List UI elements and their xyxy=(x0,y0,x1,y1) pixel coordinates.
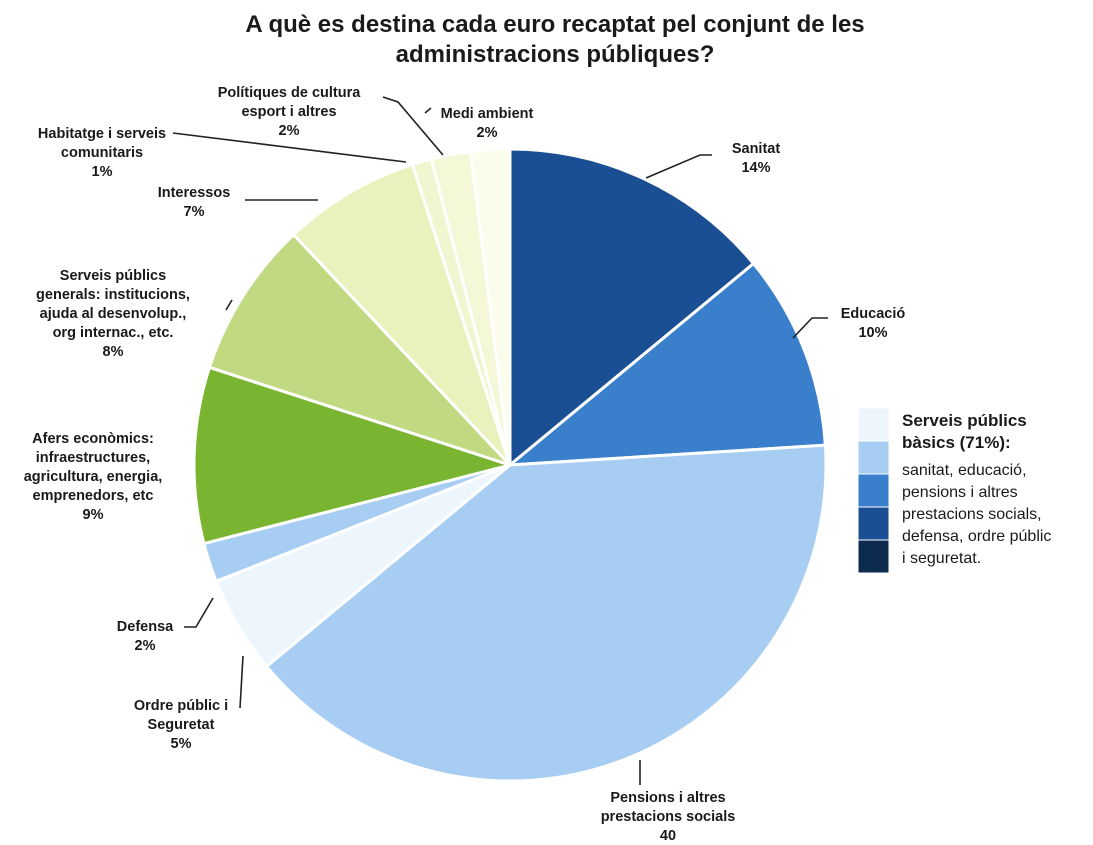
pie-slice-sanitat xyxy=(508,147,756,469)
legend-heading: Serveis públics xyxy=(902,411,1027,430)
leader-line-sanitat xyxy=(645,154,712,179)
slice-label-generals: org internac., etc. xyxy=(53,325,174,341)
slice-value-interessos: 7% xyxy=(184,204,205,220)
slice-label-generals: ajuda al desenvolup., xyxy=(40,306,187,322)
slice-value-afers: 9% xyxy=(83,507,104,523)
pie-slice-educacio xyxy=(505,261,827,467)
legend-swatch xyxy=(857,440,890,475)
slice-value-generals: 8% xyxy=(103,344,124,360)
slice-value-sanitat: 14% xyxy=(741,160,770,176)
slice-value-defensa: 2% xyxy=(135,638,156,654)
legend-swatch xyxy=(857,506,890,541)
leader-line-defensa xyxy=(184,597,214,628)
leader-line-educacio xyxy=(792,317,828,339)
slice-label-cultura: Polítiques de cultura xyxy=(218,85,362,101)
slice-label-interessos: Interessos xyxy=(158,185,231,201)
legend-text: sanitat, educació, xyxy=(902,462,1027,479)
slice-value-habitatge: 1% xyxy=(92,164,113,180)
pie-slice-interessos xyxy=(291,162,512,467)
legend-swatch xyxy=(857,473,890,508)
pie-slice-pensions xyxy=(264,443,828,783)
slice-label-pensions: prestacions socials xyxy=(601,809,736,825)
slice-label-medi: Medi ambient xyxy=(441,106,534,122)
slice-label-educacio: Educació xyxy=(841,306,906,322)
slice-label-ordre: Ordre públic i xyxy=(134,698,228,714)
slice-label-afers: agricultura, energia, xyxy=(24,469,163,485)
slice-labels: Sanitat 14% Educació 10% Pensions i altres pr… xyxy=(24,85,906,844)
pie-slices xyxy=(192,147,828,783)
slice-label-afers: Afers econòmics: xyxy=(32,431,154,447)
slice-label-pensions: Pensions i altres xyxy=(610,790,725,806)
slice-value-pensions: 40 xyxy=(660,828,676,844)
chart-title: A què es destina cada euro recaptat pel … xyxy=(245,11,864,68)
leader-line-medi xyxy=(424,107,432,114)
leader-line-generals xyxy=(225,299,233,311)
legend-text: prestacions socials, xyxy=(902,506,1042,523)
legend-text: i seguretat. xyxy=(902,550,981,567)
legend-swatch xyxy=(857,407,890,442)
slice-label-sanitat: Sanitat xyxy=(732,141,781,157)
legend-text: pensions i altres xyxy=(902,484,1018,501)
slice-label-generals: generals: institucions, xyxy=(36,287,190,303)
slice-label-afers: infraestructures, xyxy=(36,450,150,466)
pie-slice-generals xyxy=(207,232,512,467)
slice-value-medi: 2% xyxy=(477,125,498,141)
pie-slice-afers xyxy=(192,365,516,546)
label-leader-lines xyxy=(172,96,828,785)
slice-label-afers: emprenedors, etc xyxy=(33,488,154,504)
slice-label-generals: Serveis públics xyxy=(60,268,166,284)
leader-line-ordre xyxy=(239,655,244,709)
legend-text: defensa, ordre públic xyxy=(902,528,1051,545)
slice-value-educacio: 10% xyxy=(858,325,887,341)
slice-value-cultura: 2% xyxy=(279,123,300,139)
pie-slice-medi xyxy=(468,147,512,466)
leader-line-habitatge xyxy=(172,132,407,163)
slice-label-habitatge: comunitaris xyxy=(61,145,143,161)
leader-line-cultura xyxy=(382,96,444,156)
chart-title-line: A què es destina cada euro recaptat pel … xyxy=(245,11,864,38)
slice-label-habitatge: Habitatge i serveis xyxy=(38,126,166,142)
legend-swatch xyxy=(857,539,890,574)
legend: Serveis públics bàsics (71%): sanitat, edu… xyxy=(857,407,1051,574)
slice-value-ordre: 5% xyxy=(171,736,192,752)
slice-label-ordre: Seguretat xyxy=(148,717,215,733)
legend-heading: bàsics (71%): xyxy=(902,433,1011,452)
chart-title-line: administracions públiques? xyxy=(396,41,715,68)
slice-label-defensa: Defensa xyxy=(117,619,174,635)
slice-label-cultura: esport i altres xyxy=(241,104,336,120)
